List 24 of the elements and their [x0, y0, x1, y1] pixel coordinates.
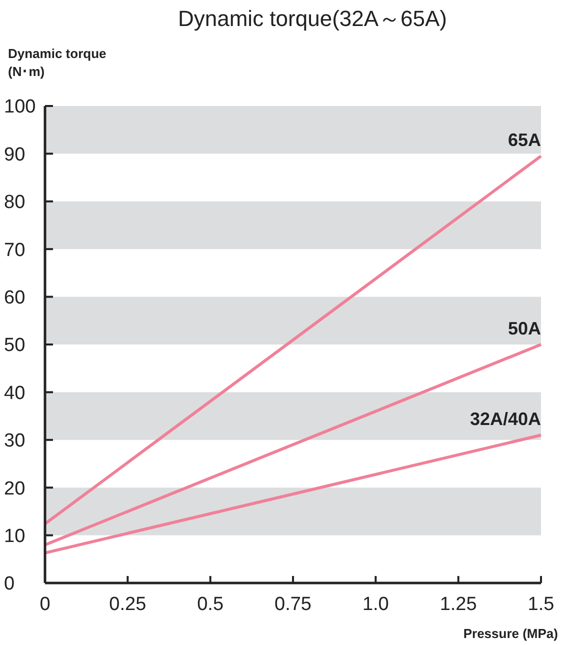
y-tick-label: 40 — [4, 382, 26, 404]
x-tick-label: 0.75 — [274, 594, 312, 615]
x-tick-label: 1.25 — [440, 594, 477, 615]
y-tick-label: 20 — [4, 478, 26, 500]
x-tick-label: 0.5 — [197, 594, 224, 615]
series-label: 32A/40A — [470, 409, 541, 430]
x-tick-label: 0 — [40, 594, 50, 615]
y-axis-title: Dynamic torque (N･m) — [8, 46, 106, 79]
x-tick-label: 1.5 — [528, 594, 554, 615]
chart-title: Dynamic torque(32A～65A) — [178, 6, 448, 31]
y-tick-label: 60 — [4, 287, 26, 308]
y-tick-label: 50 — [4, 335, 26, 356]
series-label: 65A — [508, 130, 541, 150]
y-tick-label: 90 — [4, 144, 26, 166]
y-tick-label: 30 — [4, 430, 26, 452]
y-tick-label: 0 — [4, 574, 15, 595]
y-tick-label: 10 — [4, 526, 26, 547]
y-tick-label: 100 — [4, 96, 36, 118]
x-tick-label: 1.0 — [362, 594, 389, 615]
y-tick-label: 80 — [4, 192, 26, 214]
x-tick-label: 0.25 — [109, 594, 146, 615]
y-tick-label: 70 — [4, 240, 26, 261]
series-label: 50A — [508, 318, 541, 338]
x-axis-title: Pressure (MPa) — [463, 626, 558, 641]
